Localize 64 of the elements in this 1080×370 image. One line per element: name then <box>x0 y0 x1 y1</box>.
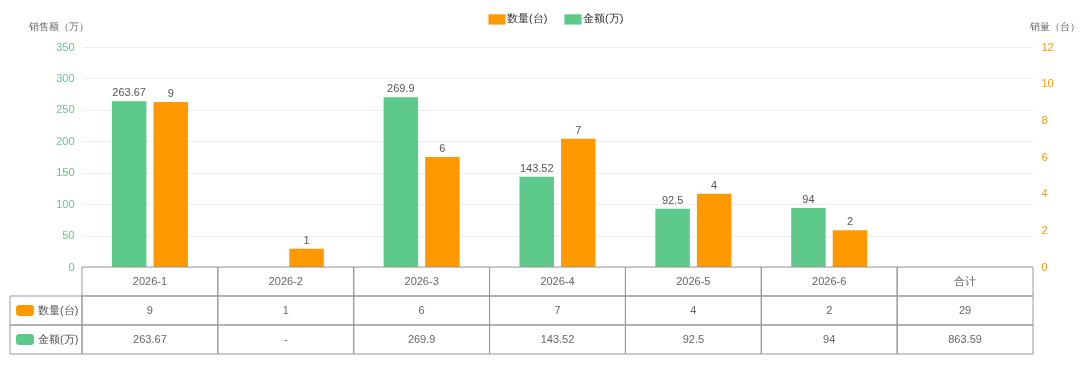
text: 2 <box>846 215 854 228</box>
y-tick-label: 50 <box>62 229 75 242</box>
data-label: 9 <box>146 303 153 316</box>
y-tick-label: 150 <box>56 166 75 179</box>
bar <box>561 138 596 267</box>
bar <box>832 230 868 267</box>
text: 143.52 <box>519 161 554 174</box>
bar <box>289 248 324 267</box>
text: 269.9 <box>387 82 415 95</box>
bar <box>425 157 460 267</box>
text: 6 <box>439 142 446 154</box>
legend-label: 数量(台) <box>507 12 548 25</box>
bar <box>519 176 554 267</box>
y2-tick-label: 6 <box>1041 150 1048 163</box>
x-tick-label: 2026-1 <box>132 274 168 287</box>
y2-tick-label: 8 <box>1041 113 1048 126</box>
data-label: 269.9 <box>407 332 436 345</box>
data-label: 4 <box>690 303 697 316</box>
text: 1 <box>303 233 310 246</box>
y-tick-label: 100 <box>56 197 75 210</box>
text: 29 <box>958 303 972 316</box>
bar <box>696 193 732 267</box>
text: 92.5 <box>661 193 684 206</box>
y-axis-title: 销售额（万） <box>27 20 89 32</box>
y-tick-label: 250 <box>56 103 75 116</box>
y2-tick-label: 4 <box>1041 187 1048 200</box>
y-tick-label: 0 <box>68 260 75 273</box>
data-label: 7 <box>554 303 561 316</box>
text: 7 <box>575 123 582 136</box>
data-label: 92.5 <box>682 332 705 345</box>
y2-tick-label: 10 <box>1041 77 1054 90</box>
text: 863.59 <box>948 332 982 345</box>
text: 94 <box>802 192 815 205</box>
text: 金额(万) <box>38 332 79 345</box>
x-tick-label: 2026-2 <box>268 274 303 287</box>
bar <box>111 101 147 267</box>
y-tick-label: 350 <box>56 40 75 53</box>
x-tick-label: 2026-5 <box>676 274 711 287</box>
x-tick-label: 2026-6 <box>812 274 847 287</box>
text: 263.67 <box>112 86 146 99</box>
text: - <box>283 332 288 345</box>
x-tick-label: 2026-4 <box>540 274 575 287</box>
bar <box>791 207 826 267</box>
y-tick-label: 300 <box>56 71 75 84</box>
y2-tick-label: 12 <box>1041 40 1054 53</box>
legend-label: 金额(万) <box>583 12 624 25</box>
x-tick-label: 合计 <box>954 274 977 287</box>
text: 数量(台) <box>38 303 79 316</box>
y2-axis-title: 销量（台） <box>1028 20 1080 32</box>
bar <box>153 102 188 267</box>
data-label: 94 <box>823 332 836 345</box>
data-label: 6 <box>418 303 425 316</box>
bar <box>383 97 419 267</box>
data-label: 143.52 <box>540 332 575 345</box>
y-tick-label: 200 <box>56 134 75 147</box>
bar <box>655 208 690 267</box>
data-label: 1 <box>282 303 289 316</box>
text: 4 <box>711 178 718 191</box>
x-tick-label: 2026-3 <box>404 274 439 287</box>
data-label: 2 <box>826 303 833 316</box>
data-label: 263.67 <box>133 332 167 345</box>
text: 9 <box>167 87 174 99</box>
y2-tick-label: 2 <box>1041 223 1048 236</box>
y2-tick-label: 0 <box>1041 260 1048 273</box>
